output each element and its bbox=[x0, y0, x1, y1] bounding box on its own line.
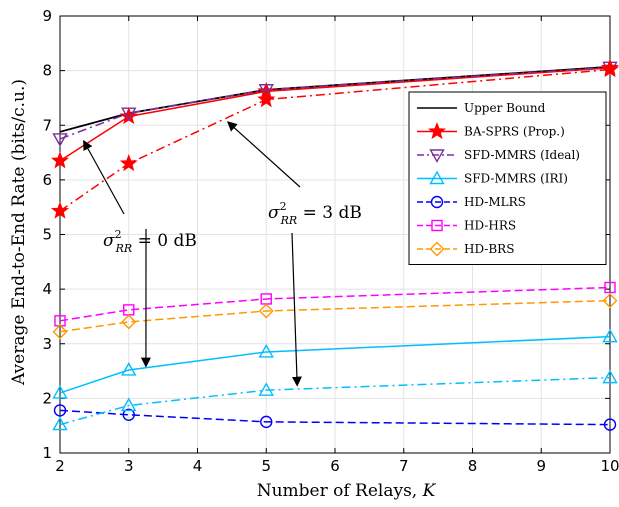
x-tick-label: 9 bbox=[536, 457, 546, 475]
superscript: 2 bbox=[280, 200, 287, 213]
y-tick-label: 2 bbox=[42, 389, 52, 407]
y-axis-label: Average End-to-End Rate (bits/c.u.) bbox=[9, 79, 29, 386]
legend-label: BA-SPRS (Prop.) bbox=[464, 125, 565, 139]
legend-label: HD-HRS bbox=[464, 219, 516, 233]
legend-label: HD-BRS bbox=[464, 242, 514, 256]
data-point bbox=[259, 92, 273, 106]
x-axis-label: Number of Relays, K bbox=[257, 481, 437, 501]
y-tick-label: 9 bbox=[42, 7, 52, 25]
sigma: σ bbox=[103, 231, 115, 251]
x-tick-label: 3 bbox=[124, 457, 134, 475]
annotation-arrow bbox=[228, 123, 300, 187]
annotation-value: = 0 dB bbox=[132, 231, 197, 251]
legend-label: SFD-MMRS (Ideal) bbox=[464, 148, 580, 162]
x-tick-label: 6 bbox=[330, 457, 340, 475]
data-point bbox=[53, 153, 67, 167]
data-point bbox=[53, 204, 67, 218]
y-tick-label: 8 bbox=[42, 62, 52, 80]
x-tick-label: 10 bbox=[600, 457, 619, 475]
subscript: RR bbox=[280, 214, 298, 227]
x-tick-label: 4 bbox=[193, 457, 203, 475]
x-tick-label: 2 bbox=[55, 457, 65, 475]
x-tick-label: 5 bbox=[261, 457, 271, 475]
y-tick-label: 7 bbox=[42, 116, 52, 134]
y-tick-label: 6 bbox=[42, 171, 52, 189]
legend-label: HD-MLRS bbox=[464, 195, 526, 209]
legend-label: SFD-MMRS (IRI) bbox=[464, 172, 568, 186]
superscript: 2 bbox=[115, 228, 122, 241]
sigma: σ bbox=[268, 203, 280, 223]
legend-label: Upper Bound bbox=[464, 101, 546, 115]
x-tick-label: 8 bbox=[468, 457, 478, 475]
y-tick-label: 4 bbox=[42, 280, 52, 298]
legend: Upper Bound BA-SPRS (Prop.) SFD-MMRS (Idea… bbox=[409, 92, 606, 265]
annotation-arrow bbox=[84, 142, 124, 214]
annotation-value: = 3 dB bbox=[297, 203, 362, 223]
legend-item-hd-hrs: HD-HRS bbox=[417, 219, 516, 233]
y-tick-label: 1 bbox=[42, 444, 52, 462]
y-tick-label: 3 bbox=[42, 335, 52, 353]
x-tick-label: 7 bbox=[399, 457, 409, 475]
annotation-arrow bbox=[292, 233, 297, 385]
y-tick-label: 5 bbox=[42, 226, 52, 244]
subscript: RR bbox=[115, 242, 133, 255]
